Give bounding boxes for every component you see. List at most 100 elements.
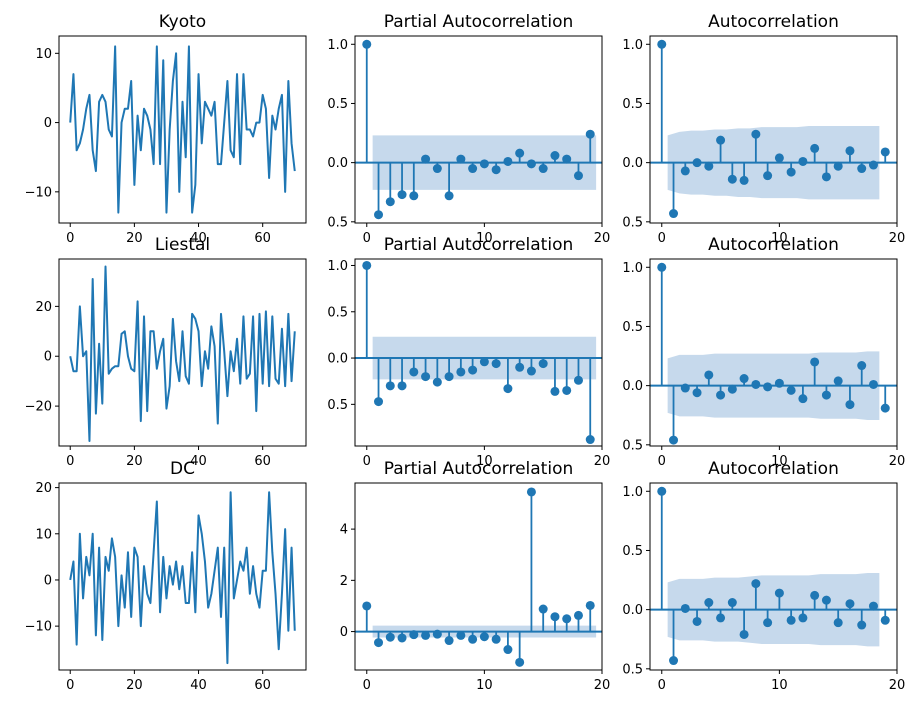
marker-lag-4 bbox=[409, 191, 419, 201]
marker-lag-8 bbox=[751, 379, 761, 389]
panel-kyoto-pacf: 0 10 20 0.5 0.0 0.5 1.0 Partial Autocorrelation bbox=[327, 12, 610, 246]
x-tick-label: 0 bbox=[363, 454, 371, 469]
y-tick-label: 0 bbox=[44, 116, 52, 131]
y-tick-label: 0.0 bbox=[622, 156, 643, 171]
y-tick-label: 0 bbox=[340, 625, 348, 640]
marker-lag-17 bbox=[857, 164, 867, 174]
marker-lag-6 bbox=[727, 384, 737, 394]
marker-lag-15 bbox=[538, 164, 548, 174]
marker-lag-1 bbox=[669, 435, 679, 445]
x-tick-label: 0 bbox=[66, 231, 74, 246]
marker-lag-16 bbox=[550, 151, 560, 161]
panel-title: Liestal bbox=[155, 235, 210, 255]
x-tick-label: 10 bbox=[771, 678, 788, 693]
panel-title: Partial Autocorrelation bbox=[384, 459, 574, 479]
panel-liestal-acf: 0 10 20 0.5 0.0 0.5 1.0 Autocorrelation bbox=[622, 235, 905, 469]
x-tick-label: 10 bbox=[476, 454, 493, 469]
marker-lag-19 bbox=[585, 435, 595, 445]
marker-lag-4 bbox=[409, 367, 419, 377]
marker-lag-18 bbox=[868, 379, 878, 389]
x-tick-label: 10 bbox=[476, 231, 493, 246]
marker-lag-4 bbox=[704, 370, 714, 380]
marker-lag-12 bbox=[503, 645, 513, 655]
marker-lag-3 bbox=[397, 633, 407, 643]
y-tick-label: 0.0 bbox=[622, 603, 643, 618]
marker-lag-13 bbox=[515, 362, 525, 372]
marker-lag-16 bbox=[845, 146, 855, 156]
panel-kyoto-acf: 0 10 20 0.5 0.0 0.5 1.0 Autocorrelation bbox=[622, 12, 905, 246]
panel-title: Autocorrelation bbox=[708, 235, 839, 255]
marker-lag-14 bbox=[821, 172, 831, 182]
marker-lag-2 bbox=[680, 166, 690, 176]
y-tick-label: 0.5 bbox=[622, 215, 643, 230]
y-tick-label: 0.0 bbox=[327, 156, 348, 171]
marker-lag-9 bbox=[468, 164, 478, 174]
x-tick-label: 10 bbox=[771, 231, 788, 246]
marker-lag-16 bbox=[550, 612, 560, 622]
marker-lag-17 bbox=[562, 614, 572, 624]
marker-lag-6 bbox=[432, 164, 442, 174]
marker-lag-9 bbox=[763, 382, 773, 392]
marker-lag-2 bbox=[385, 632, 395, 642]
marker-lag-14 bbox=[821, 595, 831, 605]
x-tick-label: 40 bbox=[190, 678, 207, 693]
marker-lag-9 bbox=[468, 365, 478, 375]
y-tick-label: −20 bbox=[25, 400, 52, 415]
marker-lag-13 bbox=[810, 357, 820, 367]
marker-lag-17 bbox=[562, 154, 572, 164]
y-tick-label: 0.5 bbox=[622, 97, 643, 112]
panel-liestal-series: 0 20 40 60 −20 0 20 Liestal bbox=[25, 235, 307, 469]
axes-frame bbox=[58, 258, 307, 447]
marker-lag-14 bbox=[526, 159, 536, 169]
marker-lag-5 bbox=[716, 135, 726, 145]
axes-frame bbox=[354, 35, 603, 224]
y-tick-label: 1.0 bbox=[327, 259, 348, 274]
y-tick-label: −10 bbox=[25, 620, 52, 635]
marker-lag-1 bbox=[669, 656, 679, 666]
marker-lag-11 bbox=[491, 359, 501, 369]
marker-lag-18 bbox=[868, 160, 878, 170]
y-tick-label: 0.0 bbox=[622, 379, 643, 394]
marker-lag-10 bbox=[774, 378, 784, 388]
marker-lag-4 bbox=[704, 598, 714, 608]
marker-lag-19 bbox=[880, 147, 890, 157]
marker-lag-6 bbox=[432, 629, 442, 639]
marker-lag-9 bbox=[763, 618, 773, 628]
panel-title: Autocorrelation bbox=[708, 459, 839, 479]
y-tick-label: 10 bbox=[35, 47, 52, 62]
y-tick-label: 0.5 bbox=[327, 305, 348, 320]
y-tick-label: 20 bbox=[35, 481, 52, 496]
marker-lag-1 bbox=[374, 638, 384, 648]
y-tick-label: 1.0 bbox=[327, 38, 348, 53]
marker-lag-7 bbox=[739, 175, 749, 185]
marker-lag-1 bbox=[669, 209, 679, 219]
marker-lag-8 bbox=[751, 579, 761, 589]
marker-lag-3 bbox=[692, 158, 702, 168]
marker-lag-18 bbox=[868, 601, 878, 611]
panel-kyoto-series: 0 20 40 60 −10 0 10 Kyoto bbox=[25, 12, 307, 246]
marker-lag-13 bbox=[810, 143, 820, 153]
marker-lag-14 bbox=[526, 487, 536, 497]
x-tick-label: 40 bbox=[190, 231, 207, 246]
marker-lag-6 bbox=[432, 377, 442, 387]
marker-lag-0 bbox=[362, 39, 372, 49]
marker-lag-2 bbox=[680, 603, 690, 613]
marker-lag-17 bbox=[562, 385, 572, 395]
marker-lag-9 bbox=[763, 171, 773, 181]
y-tick-label: 0.0 bbox=[327, 352, 348, 367]
y-tick-label: 0.5 bbox=[622, 544, 643, 559]
y-tick-label: 0.5 bbox=[622, 320, 643, 335]
marker-lag-11 bbox=[491, 165, 501, 175]
x-tick-label: 60 bbox=[254, 454, 271, 469]
marker-lag-15 bbox=[833, 618, 843, 628]
x-tick-label: 20 bbox=[126, 454, 143, 469]
marker-lag-13 bbox=[515, 657, 525, 667]
plot-area bbox=[650, 486, 897, 666]
x-tick-label: 40 bbox=[190, 454, 207, 469]
marker-lag-3 bbox=[692, 616, 702, 626]
marker-lag-12 bbox=[503, 156, 513, 166]
marker-lag-12 bbox=[798, 613, 808, 623]
x-tick-label: 60 bbox=[254, 231, 271, 246]
y-tick-label: 10 bbox=[35, 527, 52, 542]
x-tick-label: 20 bbox=[594, 678, 611, 693]
